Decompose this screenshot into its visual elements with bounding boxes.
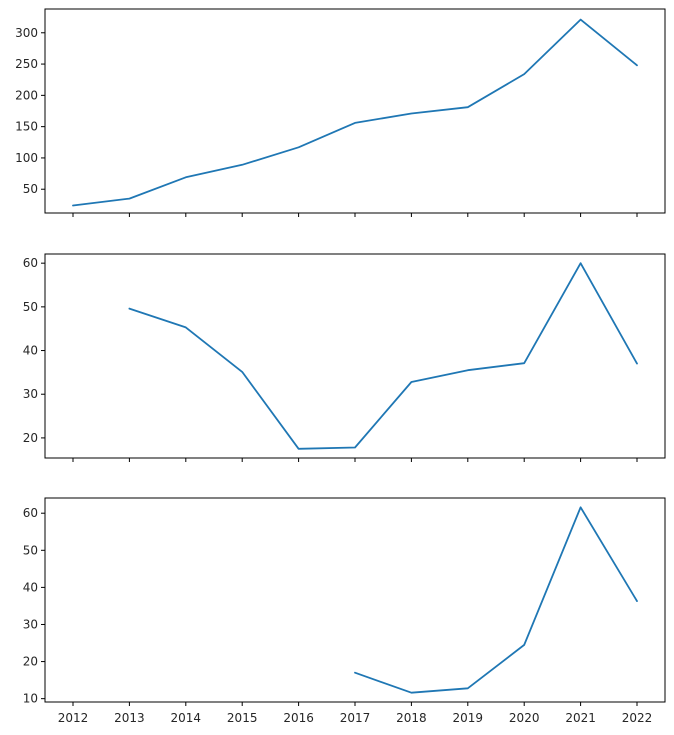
x-tick-label: 2021: [565, 711, 596, 725]
y-tick-label: 50: [23, 300, 38, 314]
x-tick-label: 2013: [114, 711, 145, 725]
x-tick-label: 2012: [58, 711, 89, 725]
y-tick-label: 300: [15, 26, 38, 40]
x-tick-label: 2016: [283, 711, 314, 725]
y-tick-label: 40: [23, 344, 38, 358]
x-tick-label: 2015: [227, 711, 258, 725]
x-tick-label: 2019: [453, 711, 484, 725]
series-line-1-1: [72, 18, 638, 207]
y-tick-label: 50: [23, 182, 38, 196]
x-tick-label: 2014: [171, 711, 202, 725]
chart-panel-2: 20 30 40 50 60: [23, 253, 666, 462]
x-tick-label: 2018: [396, 711, 427, 725]
y-tick-label: 20: [23, 431, 38, 445]
chart-panel-1: 50 100 150 200 250 300: [15, 8, 666, 217]
x-tick-label: 2022: [622, 711, 653, 725]
series-line-3-1: [354, 506, 638, 694]
y-tick-label: 40: [23, 580, 38, 594]
y-tick-label: 30: [23, 617, 38, 631]
chart-panel-3: 10 20 30 40 50 60 2012 2013 2014 2015 2016 2017 2018…: [23, 497, 666, 725]
y-tick-label: 50: [23, 543, 38, 557]
y-tick-label: 10: [23, 692, 38, 706]
series-line-2-1: [128, 262, 638, 450]
y-tick-label: 100: [15, 151, 38, 165]
y-tick-label: 150: [15, 120, 38, 134]
x-tick-label: 2017: [340, 711, 371, 725]
y-tick-label: 60: [23, 506, 38, 520]
y-tick-label: 30: [23, 387, 38, 401]
x-tick-label: 2020: [509, 711, 540, 725]
y-tick-label: 200: [15, 88, 38, 102]
y-tick-label: 60: [23, 256, 38, 270]
y-tick-label: 250: [15, 57, 38, 71]
y-tick-label: 20: [23, 655, 38, 669]
